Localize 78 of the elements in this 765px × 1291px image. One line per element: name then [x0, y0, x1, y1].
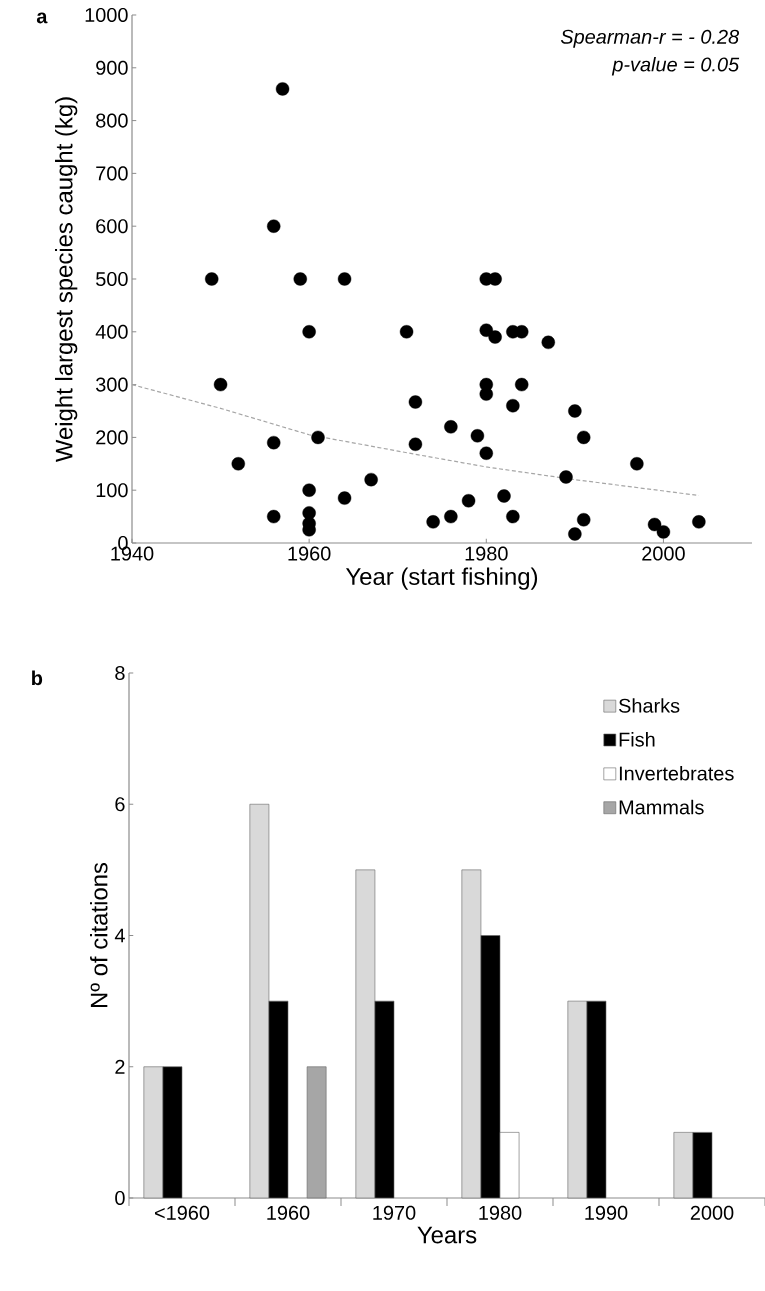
point — [515, 325, 529, 339]
y-tick-label: 8 — [115, 665, 125, 681]
point — [630, 457, 644, 471]
point — [213, 377, 228, 392]
chart-title: a — [36, 12, 48, 24]
x-tick-label: 1960 — [288, 546, 331, 561]
y-tick-label: 4 — [114, 928, 125, 943]
legend-label: Fish — [619, 732, 655, 747]
y-tick-label: 200 — [96, 430, 128, 445]
point — [656, 525, 671, 539]
point — [231, 457, 245, 471]
y-tick-label: 6 — [115, 797, 125, 812]
point — [488, 272, 502, 286]
x-tick-label: 1960 — [267, 1205, 310, 1220]
point — [399, 325, 414, 339]
y-tick-label: 2 — [115, 1059, 125, 1074]
point — [205, 272, 219, 286]
point — [479, 446, 493, 460]
y-tick-label: 700 — [96, 166, 128, 181]
point — [444, 420, 458, 434]
point — [267, 509, 281, 524]
point — [506, 399, 520, 413]
x-tick-label: <1960 — [155, 1205, 210, 1220]
point — [488, 330, 502, 344]
y-tick-label: 500 — [96, 271, 128, 287]
point — [541, 335, 555, 350]
point — [515, 377, 529, 392]
point — [275, 82, 290, 96]
point — [408, 437, 423, 451]
bar — [306, 1066, 327, 1199]
point — [293, 272, 307, 286]
legend-label: Invertebrates — [619, 765, 734, 781]
y-tick-label: 600 — [96, 219, 128, 234]
point — [479, 387, 493, 401]
x-tick-label: 2000 — [642, 546, 685, 561]
legend-label: Mammals — [619, 799, 704, 815]
point — [267, 219, 281, 233]
point — [302, 483, 316, 497]
x-axis-title: Years — [417, 1226, 477, 1244]
y-tick-label: 300 — [96, 377, 128, 392]
x-tick-label: 1970 — [373, 1205, 416, 1220]
point — [647, 517, 662, 532]
point — [364, 472, 378, 487]
point — [337, 491, 352, 505]
x-tick-label: 1980 — [465, 546, 508, 561]
y-axis-title: Nº of citations — [90, 862, 108, 1007]
point — [426, 515, 440, 529]
point — [311, 430, 325, 445]
point — [408, 395, 423, 409]
x-axis-title: Year (start fishing) — [345, 567, 538, 590]
x-tick-label: 2000 — [690, 1205, 734, 1220]
point — [568, 527, 582, 541]
annotation: p-value = 0.05 — [611, 56, 740, 76]
point — [577, 513, 591, 527]
x-tick-label: 1980 — [479, 1205, 522, 1220]
annotation: Spearman-r = - 0.28 — [560, 29, 740, 48]
point — [506, 509, 520, 524]
point — [444, 509, 458, 524]
legend-label: Sharks — [619, 698, 680, 713]
point — [692, 515, 706, 529]
point — [337, 272, 352, 286]
point — [470, 429, 485, 443]
y-tick-label: 400 — [95, 324, 128, 339]
y-tick-label: 0 — [115, 1190, 125, 1206]
point — [267, 435, 281, 450]
point — [559, 470, 573, 484]
y-tick-label: 1000 — [85, 7, 128, 23]
y-tick-label: 100 — [96, 483, 128, 498]
point — [577, 430, 591, 445]
x-tick-label: 1990 — [585, 1205, 628, 1220]
point — [302, 325, 316, 339]
point — [497, 489, 511, 503]
y-tick-label: 800 — [96, 113, 128, 128]
point — [461, 494, 476, 508]
y-axis-title: Weight largest species caught (kg) — [55, 97, 78, 463]
y-tick-label: 900 — [96, 60, 128, 75]
point — [568, 404, 582, 418]
chart-title: b — [32, 670, 43, 686]
